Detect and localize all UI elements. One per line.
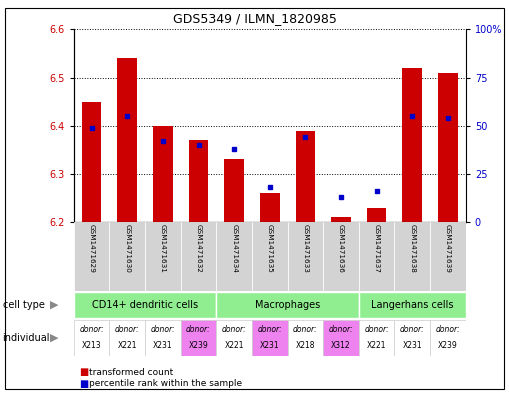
Bar [403,68,422,222]
Bar [252,320,288,356]
Bar [359,320,394,356]
Bar [189,140,208,222]
Bar [82,102,101,222]
Bar [216,222,252,291]
Text: GSM1471630: GSM1471630 [124,224,130,273]
Text: donor:: donor: [115,325,139,334]
Bar [359,292,466,318]
Text: individual: individual [3,333,50,343]
Text: ■: ■ [79,379,88,389]
Text: ▶: ▶ [50,300,59,310]
Bar [438,73,458,222]
Bar [359,222,394,291]
Text: GSM1471632: GSM1471632 [195,224,202,273]
Bar [323,320,359,356]
Bar [288,320,323,356]
Text: X221: X221 [118,342,137,351]
Bar [145,320,181,356]
Text: X239: X239 [438,342,458,351]
Text: GSM1471637: GSM1471637 [374,224,380,273]
Bar [153,126,173,222]
Text: CD14+ dendritic cells: CD14+ dendritic cells [92,300,198,310]
Text: percentile rank within the sample: percentile rank within the sample [89,380,242,388]
Text: donor:: donor: [222,325,246,334]
Bar [430,222,466,291]
Text: donor:: donor: [186,325,211,334]
Text: donor:: donor: [151,325,175,334]
Bar [74,292,216,318]
Bar [430,320,466,356]
Text: GDS5349 / ILMN_1820985: GDS5349 / ILMN_1820985 [173,12,336,25]
Text: donor:: donor: [436,325,460,334]
Text: X213: X213 [82,342,101,351]
Bar [181,222,216,291]
Bar [224,160,244,222]
Text: X218: X218 [296,342,315,351]
Text: GSM1471634: GSM1471634 [231,224,237,273]
Text: transformed count: transformed count [89,368,174,376]
Text: donor:: donor: [400,325,425,334]
Text: X231: X231 [403,342,422,351]
Bar [74,320,109,356]
Text: GSM1471633: GSM1471633 [302,224,308,273]
Text: Langerhans cells: Langerhans cells [371,300,454,310]
Text: donor:: donor: [293,325,318,334]
Text: X221: X221 [367,342,386,351]
Bar [252,222,288,291]
Text: GSM1471629: GSM1471629 [89,224,95,273]
Text: GSM1471639: GSM1471639 [445,224,451,273]
Bar [394,320,430,356]
Bar [394,222,430,291]
Bar [118,58,137,222]
Text: donor:: donor: [79,325,104,334]
Bar [288,222,323,291]
Bar [323,222,359,291]
Bar [260,193,279,222]
Text: GSM1471635: GSM1471635 [267,224,273,273]
Text: donor:: donor: [364,325,389,334]
Text: ■: ■ [79,367,88,377]
Bar [296,130,315,222]
Bar [109,320,145,356]
Text: GSM1471631: GSM1471631 [160,224,166,273]
Text: GSM1471636: GSM1471636 [338,224,344,273]
Text: donor:: donor: [258,325,282,334]
Bar [331,217,351,222]
Text: X312: X312 [331,342,351,351]
Bar [145,222,181,291]
Bar [109,222,145,291]
Text: ▶: ▶ [50,333,59,343]
Bar [181,320,216,356]
Bar [367,208,386,222]
Text: cell type: cell type [3,300,44,310]
Text: donor:: donor: [329,325,353,334]
Bar [74,222,109,291]
Bar [216,320,252,356]
Text: X231: X231 [153,342,173,351]
Text: GSM1471638: GSM1471638 [409,224,415,273]
Text: X231: X231 [260,342,279,351]
Text: X239: X239 [189,342,208,351]
Text: X221: X221 [224,342,244,351]
Bar [216,292,359,318]
Text: Macrophages: Macrophages [255,300,320,310]
